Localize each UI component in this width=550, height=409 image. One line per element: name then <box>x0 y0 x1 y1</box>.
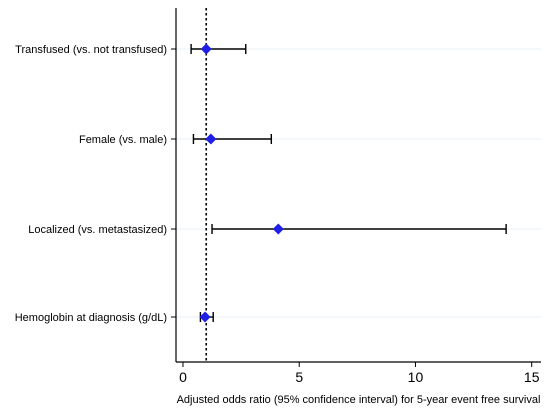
forest-row: Localized (vs. metastasized) <box>28 223 507 236</box>
x-tick-label: 0 <box>179 369 187 385</box>
row-label: Female (vs. male) <box>79 134 167 146</box>
x-tick-label: 10 <box>408 369 424 385</box>
point-estimate-marker <box>199 311 211 323</box>
row-label: Localized (vs. metastasized) <box>28 224 167 236</box>
row-label: Transfused (vs. not transfused) <box>15 44 167 56</box>
x-tick-label: 5 <box>295 369 303 385</box>
point-estimate-marker <box>200 43 212 55</box>
axes: 0 5 10 15 <box>171 8 541 385</box>
forest-row: Transfused (vs. not transfused) <box>15 43 247 56</box>
point-estimate-marker <box>272 223 284 235</box>
x-tick-label: 15 <box>524 369 540 385</box>
forest-row: Female (vs. male) <box>79 133 273 146</box>
forest-rows: Transfused (vs. not transfused) Female (v… <box>15 43 507 324</box>
point-estimate-marker <box>205 133 217 145</box>
forest-row: Hemoglobin at diagnosis (g/dL) <box>15 311 214 324</box>
x-axis-title: Adjusted odds ratio (95% confidence inte… <box>177 394 541 406</box>
row-label: Hemoglobin at diagnosis (g/dL) <box>15 312 167 324</box>
